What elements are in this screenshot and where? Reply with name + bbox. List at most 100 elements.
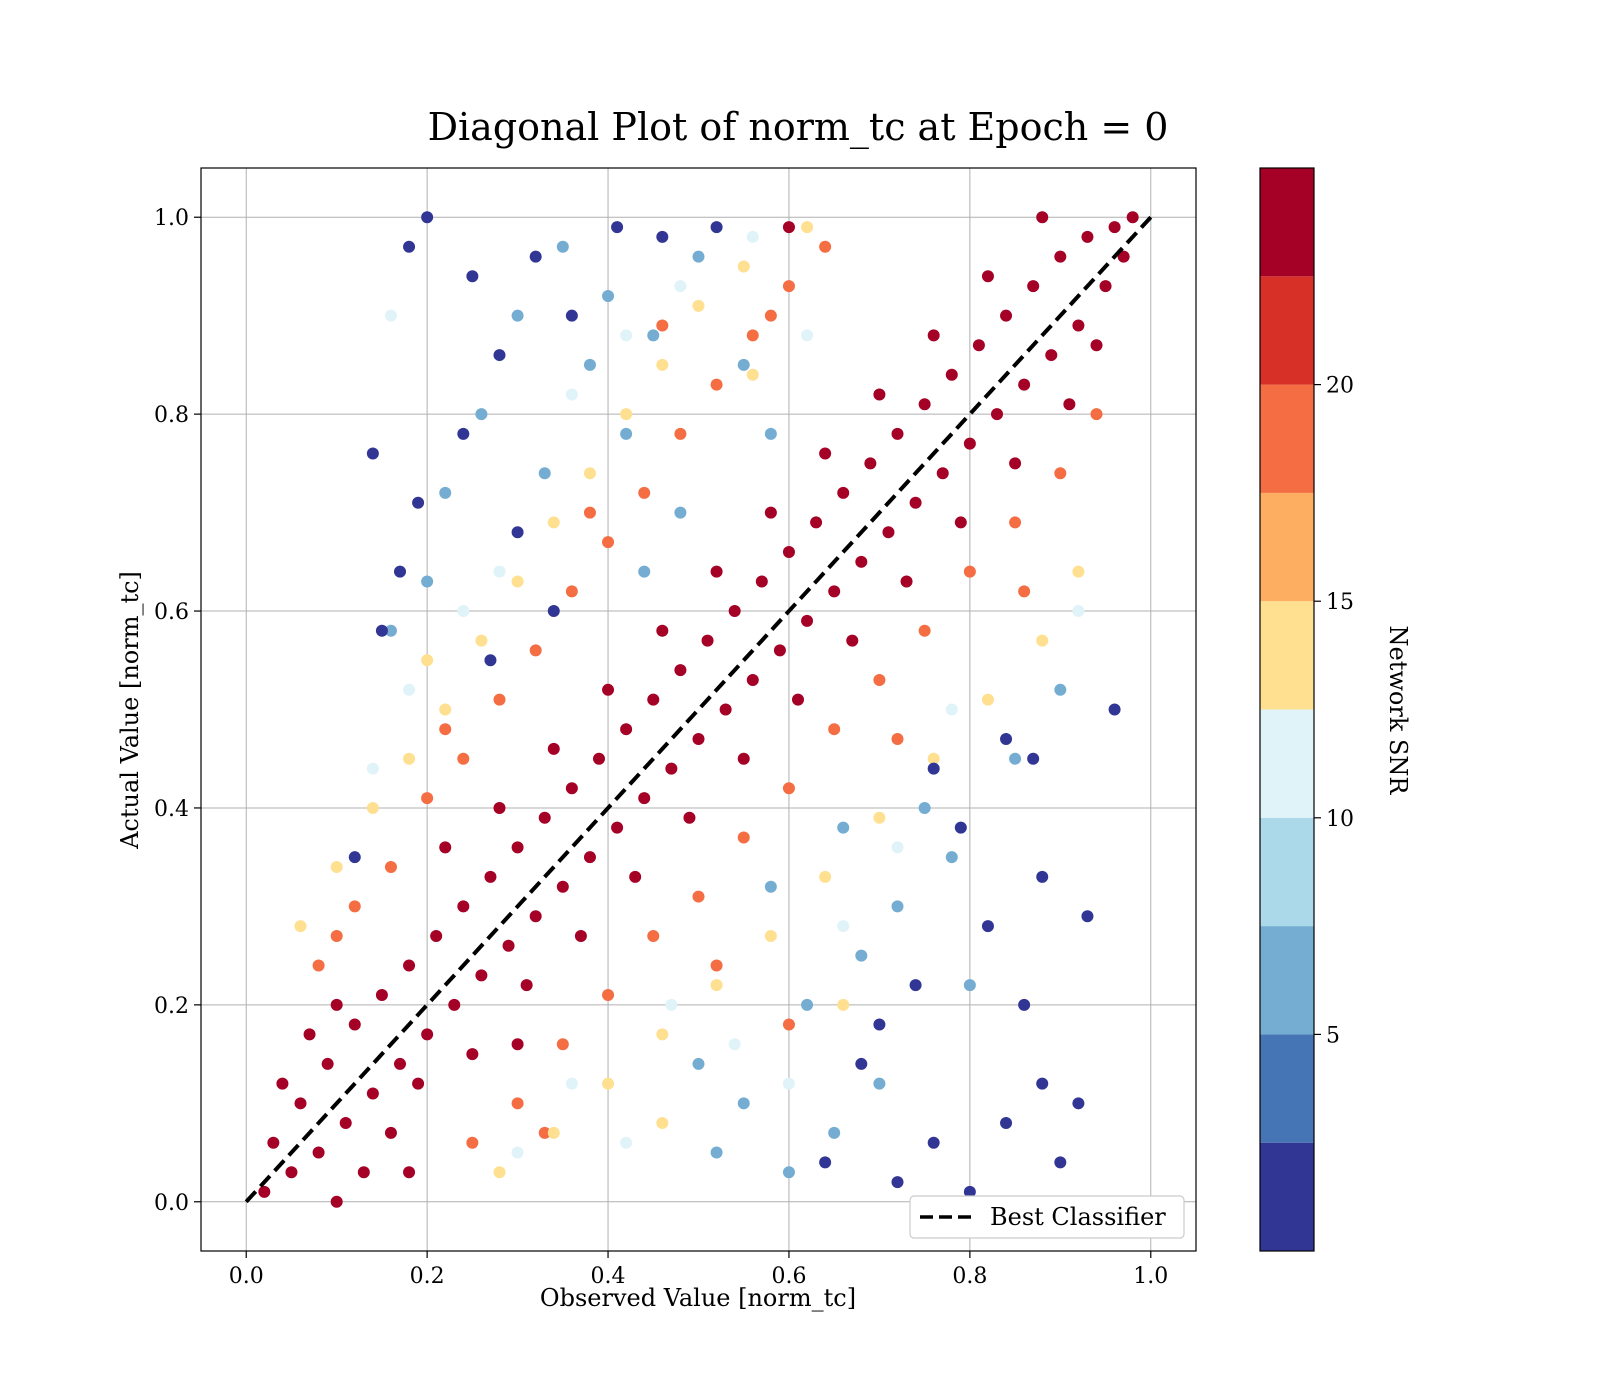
colorbar-ticks: 5 10 15 20 [1314, 374, 1354, 1048]
scatter-point [710, 1146, 723, 1159]
colorbar-tick-label: 15 [1326, 590, 1354, 615]
scatter-point [421, 654, 434, 667]
scatter-point [891, 900, 904, 913]
scatter-point [1018, 378, 1031, 391]
scatter-point [918, 624, 931, 637]
scatter-point [674, 506, 687, 519]
scatter-point [900, 575, 913, 588]
scatter-point [855, 1057, 868, 1070]
scatter-point [764, 427, 777, 440]
scatter-point [1009, 516, 1022, 529]
scatter-point [656, 358, 669, 371]
scatter-point [511, 309, 524, 322]
scatter-point [1063, 398, 1076, 411]
scatter-point [837, 486, 850, 499]
scatter-point [602, 1077, 615, 1090]
scatter-point [782, 1018, 795, 1031]
scatter-point [394, 565, 406, 578]
scatter-point [375, 989, 388, 1002]
scatter-point [493, 693, 506, 706]
scatter-point [647, 929, 660, 942]
scatter-point [638, 565, 651, 578]
scatter-point [511, 1146, 524, 1159]
scatter-point [583, 467, 596, 480]
scatter-point [366, 1087, 379, 1100]
scatter-point [1126, 211, 1139, 224]
x-tick-label: 0.8 [952, 1264, 987, 1289]
y-tick-label: 0.2 [154, 994, 189, 1019]
scatter-point [963, 565, 976, 578]
scatter-point [366, 762, 379, 775]
scatter-point [439, 723, 452, 736]
scatter-point [520, 979, 533, 992]
scatter-point [466, 270, 479, 283]
scatter-point [384, 1126, 397, 1139]
scatter-point [276, 1077, 289, 1090]
scatter-point [981, 693, 994, 706]
scatter-point [683, 811, 696, 824]
x-tick-label: 0.2 [410, 1264, 445, 1289]
y-tick-label: 0.4 [154, 797, 189, 822]
scatter-point [927, 752, 940, 765]
scatter-point [656, 319, 669, 332]
scatter-point [873, 388, 886, 401]
scatter-point [457, 605, 470, 618]
scatter-point [529, 644, 542, 657]
scatter-point [493, 565, 506, 578]
scatter-point [529, 910, 542, 923]
scatter-point [981, 920, 994, 933]
scatter-point [764, 506, 777, 519]
scatter-point [403, 683, 416, 696]
scatter-point [258, 1185, 271, 1198]
scatter-point [1054, 1156, 1067, 1169]
colorbar-segment [1260, 817, 1314, 927]
scatter-point [819, 870, 832, 883]
scatter-point [529, 250, 542, 263]
scatter-point [701, 634, 714, 647]
scatter-point [547, 605, 560, 618]
scatter-point [602, 683, 615, 696]
scatter-point [403, 240, 416, 253]
scatter-point [782, 1077, 795, 1090]
scatter-point [403, 1166, 416, 1179]
y-axis-ticks: 0.0 0.2 0.4 0.6 0.8 1.0 [154, 206, 201, 1216]
scatter-point [348, 1018, 361, 1031]
scatter-point [466, 1136, 479, 1149]
scatter-point [692, 890, 705, 903]
scatter-point [375, 624, 388, 637]
scatter-point [1072, 605, 1085, 618]
scatter-point [891, 841, 904, 854]
scatter-point [421, 575, 434, 588]
scatter-point [746, 368, 759, 381]
scatter-point [583, 851, 596, 864]
scatter-point [927, 762, 940, 775]
scatter-point [828, 585, 841, 598]
scatter-point [620, 329, 633, 342]
scatter-point [909, 979, 922, 992]
scatter-point [1000, 733, 1013, 746]
colorbar-tick-label: 10 [1326, 807, 1354, 832]
colorbar-segment [1260, 276, 1314, 385]
x-tick-label: 0.6 [771, 1264, 806, 1289]
scatter-point [855, 949, 868, 962]
scatter-point [321, 1057, 334, 1070]
scatter-point [1036, 634, 1049, 647]
colorbar-segment [1260, 168, 1314, 277]
scatter-point [1009, 752, 1022, 765]
scatter-point [357, 1166, 370, 1179]
scatter-point [1090, 408, 1103, 421]
colorbar-segment [1260, 601, 1314, 710]
scatter-point [945, 703, 958, 716]
scatter-point [918, 398, 931, 411]
scatter-point [1018, 585, 1031, 598]
y-tick-label: 0.6 [154, 600, 189, 625]
scatter-point [1072, 1097, 1085, 1110]
scatter-point [1081, 910, 1094, 923]
scatter-point [963, 1185, 976, 1198]
scatter-point [1108, 703, 1121, 716]
scatter-points [258, 211, 1139, 1208]
scatter-point [574, 929, 587, 942]
scatter-point [457, 752, 470, 765]
scatter-point [1036, 211, 1049, 224]
